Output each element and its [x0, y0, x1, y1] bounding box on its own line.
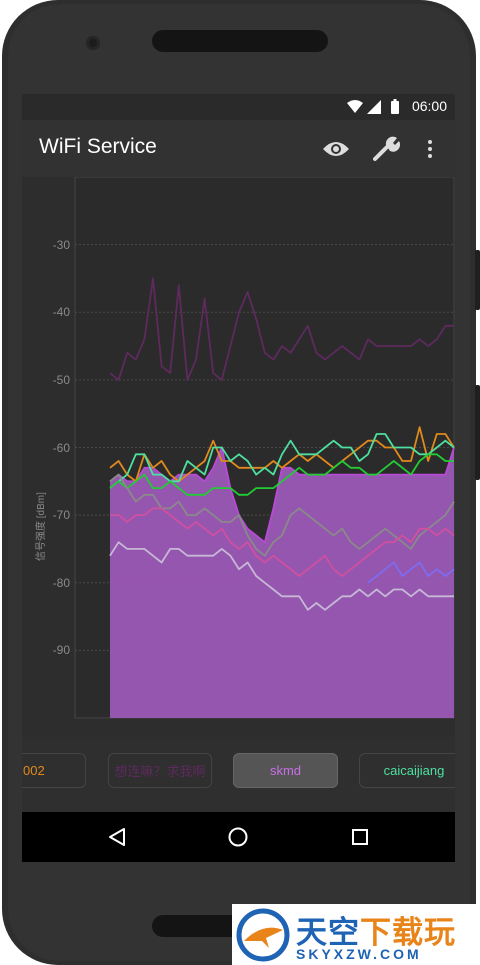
y-tick-label: -80: [52, 575, 70, 590]
app-title: WiFi Service: [39, 135, 157, 158]
ssid-list: 002 想连嘛？求我啊 skmd caicaijiang: [22, 737, 455, 811]
signal-chart: 信号强度 [dBm] -30 -40 -50 -60 -70 -80 -90: [22, 176, 455, 737]
ssid-chip-label: caicaijiang: [383, 763, 445, 778]
square-recents-icon: [352, 829, 368, 845]
watermark-logo: [236, 908, 290, 962]
cell-signal-icon: [367, 100, 381, 114]
top-speaker-grille: [152, 30, 328, 52]
series-line: [110, 507, 455, 577]
watermark-title-main: 天空: [296, 915, 360, 950]
eye-icon: [323, 142, 349, 156]
status-bar: 06:00: [22, 94, 455, 120]
circle-home-icon: [228, 827, 248, 847]
watermark: 天空下载玩 SKYXZW.COM: [232, 904, 480, 965]
home-button[interactable]: [223, 822, 253, 852]
ssid-chip-label: skmd: [269, 763, 302, 778]
wifi-signal-icon: [347, 100, 363, 113]
y-tick-label: -50: [52, 372, 70, 387]
series-line: [109, 541, 454, 611]
navigation-bar: [22, 812, 455, 862]
overflow-menu-button[interactable]: [413, 132, 447, 166]
series-line: [109, 473, 455, 557]
y-axis-label: 信号强度 [dBm]: [36, 492, 47, 561]
series-line: [109, 426, 455, 483]
app-bar: WiFi Service: [22, 120, 455, 177]
y-tick-label: -40: [52, 305, 70, 320]
watermark-title: 天空下载玩: [296, 907, 456, 952]
wrench-icon: [373, 136, 401, 161]
ssid-chip-skmd[interactable]: skmd: [233, 753, 338, 788]
more-vert-icon: [428, 140, 432, 158]
eye-button[interactable]: [319, 132, 353, 166]
triangle-back-icon: [109, 828, 125, 846]
series-line: [367, 561, 455, 584]
ssid-chip-xianglian[interactable]: 想连嘛？求我啊: [108, 753, 212, 788]
y-tick-label: -60: [52, 440, 70, 455]
signal-chart-svg: [74, 176, 455, 719]
settings-button[interactable]: [370, 132, 404, 166]
series-line: [109, 453, 454, 496]
recents-button[interactable]: [345, 822, 375, 852]
volume-button: [475, 250, 480, 310]
back-button[interactable]: [102, 822, 132, 852]
series-line: [109, 277, 454, 381]
device-screen: 06:00 WiFi Service 信号强度 [dBm] -30 -40 -50 -…: [22, 94, 455, 862]
battery-icon: [391, 99, 399, 114]
watermark-title-accent: 下载玩: [360, 915, 456, 950]
watermark-subtitle: SKYXZW.COM: [296, 946, 422, 962]
ssid-chip-002[interactable]: 002: [22, 753, 86, 788]
y-tick-label: -30: [52, 237, 70, 252]
ssid-chip-caicaijiang[interactable]: caicaijiang: [359, 753, 455, 788]
ssid-chip-label: 想连嘛？求我啊: [114, 764, 206, 779]
power-button: [475, 385, 480, 480]
y-tick-label: -90: [52, 643, 70, 658]
y-tick-label: -70: [52, 508, 70, 523]
series-line: [109, 433, 455, 489]
front-camera: [86, 36, 100, 50]
status-time: 06:00: [411, 98, 447, 114]
ssid-chip-label: 002: [23, 763, 45, 778]
